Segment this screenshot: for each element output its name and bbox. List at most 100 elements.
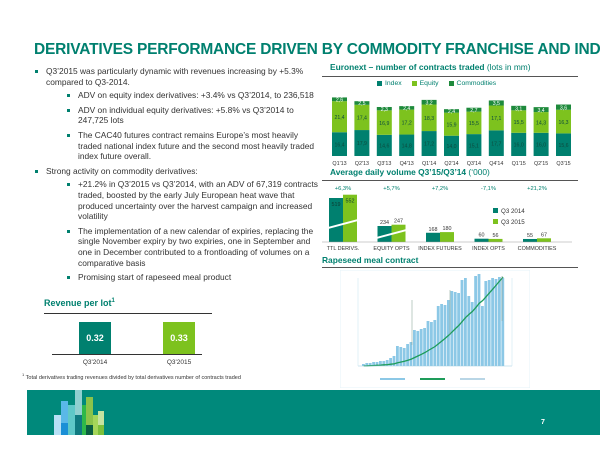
rapeseed-chart	[340, 270, 530, 388]
bar-equity-0	[332, 101, 347, 133]
rapeseed-bar-18	[423, 328, 426, 366]
bar-q3-2015-1	[391, 224, 406, 242]
rapeseed-bar-30	[464, 278, 467, 366]
rapeseed-bar-39	[494, 279, 498, 366]
label-index-6: 15,1	[469, 143, 479, 149]
rapeseed-bar-8	[389, 358, 392, 366]
label-index-10: 15,6	[558, 143, 568, 149]
x-tick-1: EQUITY OPTS	[373, 246, 410, 252]
bar-index-9	[533, 132, 549, 156]
legend-swatch-1	[493, 219, 498, 224]
bar-index-4	[421, 131, 437, 156]
rapeseed-bar-41	[501, 278, 505, 366]
x-tick-10: Q3'15	[556, 161, 570, 167]
rapeseed-bar-21	[433, 320, 437, 366]
legend-swatch-commodities	[448, 80, 454, 86]
adv-chart-title: Average daily volume Q3’15/Q3’14 (‘000)	[330, 167, 490, 177]
label-commodities-4: 3,2	[425, 100, 432, 106]
value-0-1: 234	[380, 220, 389, 226]
change-0: +6,3%	[335, 186, 352, 192]
value-1-2: 180	[443, 226, 452, 232]
label-equity-10: 16,3	[558, 120, 568, 126]
rapeseed-bar-0	[362, 364, 365, 366]
label-equity-2: 16,9	[379, 121, 389, 127]
bar-q3-2015-3	[488, 238, 503, 242]
bar-equity-2	[376, 110, 392, 135]
rapeseed-bar-25	[447, 300, 450, 366]
label-equity-5: 15,9	[446, 122, 456, 128]
x-tick-6: Q3'14	[467, 161, 481, 167]
contracts-divider	[322, 76, 578, 77]
bullet-adv-equity-index: ADV on equity index derivatives: +3.4% v…	[66, 90, 319, 101]
legend-index: Index	[377, 80, 402, 87]
rapeseed-bar-3	[372, 362, 375, 366]
legend-swatch-0	[493, 208, 498, 213]
bar-q3-2015-4	[537, 238, 551, 242]
value-1-3: 56	[493, 233, 499, 239]
bar-q3-2014-3	[474, 238, 489, 242]
revenue-title: Revenue per lot1	[44, 298, 115, 308]
rapeseed-bar-5	[379, 361, 382, 366]
value-1-4: 67	[541, 232, 547, 238]
bar-index-6	[466, 134, 482, 156]
rapeseed-bar-20	[430, 322, 433, 366]
x-tick-1: Q2'13	[355, 161, 369, 167]
x-tick-3: INDEX OPTS	[472, 246, 505, 252]
bar-equity-6	[466, 111, 482, 135]
rapeseed-bar-6	[382, 361, 386, 366]
label-index-5: 14,0	[446, 144, 456, 150]
rapeseed-bar-15	[413, 330, 416, 366]
label-equity-9: 14,3	[536, 121, 546, 127]
label-commodities-1: 2,5	[358, 101, 365, 107]
x-tick-2: Q3'13	[377, 161, 391, 167]
bar-equity-5	[444, 112, 459, 136]
label-equity-8: 15,5	[514, 120, 524, 126]
value-0-4: 55	[527, 233, 533, 239]
change-1: +5,7%	[383, 186, 400, 192]
label-index-0: 16,4	[334, 142, 344, 148]
label-equity-0: 21,4	[334, 115, 344, 121]
rapeseed-bar-2	[368, 363, 372, 366]
rapeseed-bar-19	[426, 321, 430, 366]
rapeseed-legend-swatch-0	[380, 378, 405, 380]
bar-equity-8	[511, 110, 527, 133]
revenue-bar-q3-2014: 0.32	[79, 322, 111, 354]
bar-equity-4	[421, 104, 437, 132]
rapeseed-bar-9	[392, 356, 396, 366]
legend-swatch-index	[377, 80, 382, 86]
label-index-3: 14,8	[402, 143, 412, 149]
label-commodities-0: 2,6	[336, 98, 343, 104]
revenue-bar-q3-2015: 0.33	[163, 322, 195, 354]
label-equity-6: 15,5	[469, 121, 479, 127]
bar-commodities-2	[376, 106, 392, 111]
label-index-8: 16,0	[514, 143, 524, 149]
rapeseed-bar-37	[487, 280, 491, 366]
rapeseed-bar-33	[474, 276, 477, 366]
rapeseed-bar-29	[460, 280, 464, 366]
bar-equity-9	[533, 112, 549, 133]
adv-title-bold: Average daily volume Q3’15/Q3’14	[330, 167, 467, 177]
value-0-0: 519	[332, 202, 341, 208]
bullet-commodity-growth: +21.2% in Q3’2015 vs Q3’2014, with an AD…	[66, 179, 319, 221]
contracts-legend: Index Equity Commodities	[377, 80, 496, 87]
bar-equity-10	[556, 109, 571, 134]
bullet-rapeseed: Promising start of rapeseed meal product	[66, 272, 319, 283]
legend-label-1: Q3 2015	[501, 219, 525, 226]
x-tick-3: Q4'13	[400, 161, 414, 167]
bar-commodities-10	[556, 104, 571, 110]
label-equity-3: 17,2	[402, 120, 412, 126]
bar-commodities-1	[354, 101, 370, 105]
value-1-1: 247	[394, 219, 403, 225]
page-title: DERIVATIVES PERFORMANCE DRIVEN BY COMMOD…	[34, 41, 600, 58]
bar-equity-7	[488, 105, 504, 131]
bar-index-7	[488, 130, 504, 156]
rapeseed-bar-7	[385, 360, 389, 366]
x-tick-4: COMMODITIES	[518, 246, 557, 252]
bar-commodities-5	[444, 109, 459, 113]
label-equity-7: 17,1	[491, 116, 501, 122]
bar-q3-2014-1	[377, 226, 392, 242]
rapeseed-bar-16	[416, 331, 420, 366]
x-tick-0: Q1'13	[332, 161, 346, 167]
rapeseed-bar-17	[419, 329, 423, 366]
bar-commodities-4	[421, 99, 437, 105]
